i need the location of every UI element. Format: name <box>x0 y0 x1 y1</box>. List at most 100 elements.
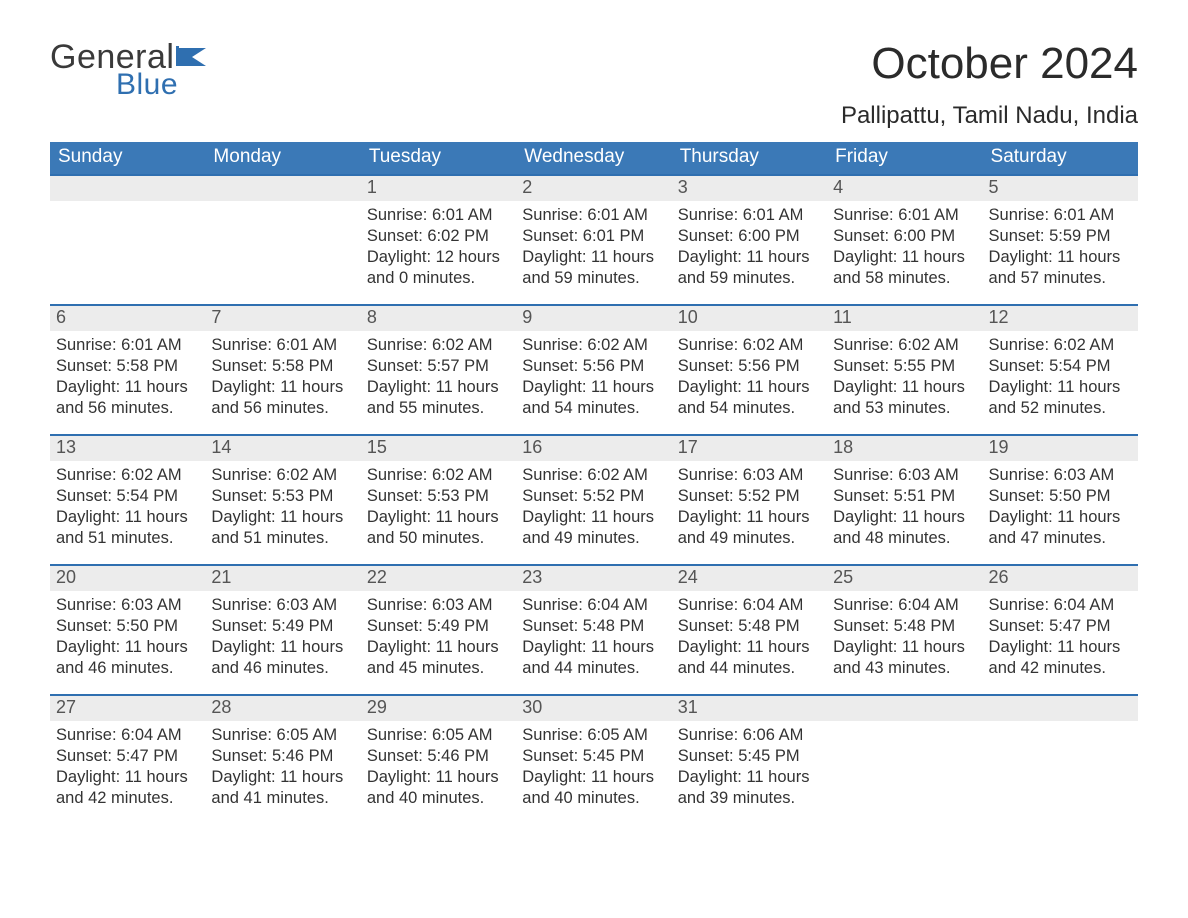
calendar-day-cell: 19Sunrise: 6:03 AMSunset: 5:50 PMDayligh… <box>983 435 1138 565</box>
day-number: 26 <box>983 566 1138 591</box>
day-details: Sunrise: 6:02 AMSunset: 5:55 PMDaylight:… <box>827 331 982 425</box>
sunrise-text: Sunrise: 6:01 AM <box>367 205 510 226</box>
weekday-row: SundayMondayTuesdayWednesdayThursdayFrid… <box>50 142 1138 175</box>
sunset-text: Sunset: 6:02 PM <box>367 226 510 247</box>
month-title: October 2024 <box>841 40 1138 88</box>
daylight-text: Daylight: 11 hours and 47 minutes. <box>989 507 1132 549</box>
sunset-text: Sunset: 5:45 PM <box>678 746 821 767</box>
sunset-text: Sunset: 5:50 PM <box>989 486 1132 507</box>
calendar-empty-cell <box>827 695 982 825</box>
day-number: 14 <box>205 436 360 461</box>
sunrise-text: Sunrise: 6:03 AM <box>56 595 199 616</box>
daylight-text: Daylight: 11 hours and 41 minutes. <box>211 767 354 809</box>
calendar-week-row: 13Sunrise: 6:02 AMSunset: 5:54 PMDayligh… <box>50 435 1138 565</box>
sunset-text: Sunset: 5:49 PM <box>211 616 354 637</box>
daylight-text: Daylight: 11 hours and 48 minutes. <box>833 507 976 549</box>
sunset-text: Sunset: 5:46 PM <box>367 746 510 767</box>
calendar-day-cell: 12Sunrise: 6:02 AMSunset: 5:54 PMDayligh… <box>983 305 1138 435</box>
weekday-header: Saturday <box>983 142 1138 175</box>
daylight-text: Daylight: 11 hours and 51 minutes. <box>211 507 354 549</box>
calendar-day-cell: 8Sunrise: 6:02 AMSunset: 5:57 PMDaylight… <box>361 305 516 435</box>
day-details: Sunrise: 6:04 AMSunset: 5:48 PMDaylight:… <box>516 591 671 685</box>
sunrise-text: Sunrise: 6:05 AM <box>367 725 510 746</box>
day-number <box>827 696 982 721</box>
day-details: Sunrise: 6:02 AMSunset: 5:56 PMDaylight:… <box>516 331 671 425</box>
sunset-text: Sunset: 5:47 PM <box>989 616 1132 637</box>
sunrise-text: Sunrise: 6:02 AM <box>989 335 1132 356</box>
sunset-text: Sunset: 5:52 PM <box>678 486 821 507</box>
logo-word-blue: Blue <box>116 68 178 102</box>
daylight-text: Daylight: 11 hours and 55 minutes. <box>367 377 510 419</box>
sunrise-text: Sunrise: 6:03 AM <box>367 595 510 616</box>
sunset-text: Sunset: 5:58 PM <box>211 356 354 377</box>
calendar-day-cell: 20Sunrise: 6:03 AMSunset: 5:50 PMDayligh… <box>50 565 205 695</box>
weekday-header: Wednesday <box>516 142 671 175</box>
calendar-day-cell: 4Sunrise: 6:01 AMSunset: 6:00 PMDaylight… <box>827 175 982 305</box>
sunset-text: Sunset: 5:55 PM <box>833 356 976 377</box>
daylight-text: Daylight: 11 hours and 54 minutes. <box>522 377 665 419</box>
day-number: 12 <box>983 306 1138 331</box>
daylight-text: Daylight: 11 hours and 42 minutes. <box>56 767 199 809</box>
calendar-week-row: 20Sunrise: 6:03 AMSunset: 5:50 PMDayligh… <box>50 565 1138 695</box>
daylight-text: Daylight: 11 hours and 59 minutes. <box>678 247 821 289</box>
daylight-text: Daylight: 11 hours and 59 minutes. <box>522 247 665 289</box>
day-details: Sunrise: 6:06 AMSunset: 5:45 PMDaylight:… <box>672 721 827 815</box>
sunset-text: Sunset: 6:00 PM <box>833 226 976 247</box>
calendar-day-cell: 7Sunrise: 6:01 AMSunset: 5:58 PMDaylight… <box>205 305 360 435</box>
calendar-week-row: 6Sunrise: 6:01 AMSunset: 5:58 PMDaylight… <box>50 305 1138 435</box>
day-details: Sunrise: 6:05 AMSunset: 5:46 PMDaylight:… <box>205 721 360 815</box>
calendar-day-cell: 21Sunrise: 6:03 AMSunset: 5:49 PMDayligh… <box>205 565 360 695</box>
sunrise-text: Sunrise: 6:02 AM <box>367 465 510 486</box>
sunset-text: Sunset: 6:01 PM <box>522 226 665 247</box>
sunset-text: Sunset: 5:50 PM <box>56 616 199 637</box>
calendar-day-cell: 18Sunrise: 6:03 AMSunset: 5:51 PMDayligh… <box>827 435 982 565</box>
day-number: 29 <box>361 696 516 721</box>
day-number: 13 <box>50 436 205 461</box>
day-details: Sunrise: 6:02 AMSunset: 5:57 PMDaylight:… <box>361 331 516 425</box>
calendar-day-cell: 22Sunrise: 6:03 AMSunset: 5:49 PMDayligh… <box>361 565 516 695</box>
day-details: Sunrise: 6:01 AMSunset: 5:59 PMDaylight:… <box>983 201 1138 295</box>
sunrise-text: Sunrise: 6:01 AM <box>833 205 976 226</box>
sunrise-text: Sunrise: 6:01 AM <box>56 335 199 356</box>
sunrise-text: Sunrise: 6:01 AM <box>678 205 821 226</box>
sunrise-text: Sunrise: 6:04 AM <box>989 595 1132 616</box>
sunrise-text: Sunrise: 6:03 AM <box>989 465 1132 486</box>
calendar-day-cell: 9Sunrise: 6:02 AMSunset: 5:56 PMDaylight… <box>516 305 671 435</box>
sunset-text: Sunset: 5:48 PM <box>678 616 821 637</box>
daylight-text: Daylight: 11 hours and 42 minutes. <box>989 637 1132 679</box>
sunrise-text: Sunrise: 6:02 AM <box>678 335 821 356</box>
day-number: 11 <box>827 306 982 331</box>
sunset-text: Sunset: 5:56 PM <box>678 356 821 377</box>
day-details: Sunrise: 6:02 AMSunset: 5:54 PMDaylight:… <box>50 461 205 555</box>
daylight-text: Daylight: 11 hours and 43 minutes. <box>833 637 976 679</box>
day-details: Sunrise: 6:03 AMSunset: 5:52 PMDaylight:… <box>672 461 827 555</box>
title-block: October 2024 Pallipattu, Tamil Nadu, Ind… <box>841 40 1138 130</box>
calendar-day-cell: 24Sunrise: 6:04 AMSunset: 5:48 PMDayligh… <box>672 565 827 695</box>
daylight-text: Daylight: 11 hours and 39 minutes. <box>678 767 821 809</box>
daylight-text: Daylight: 11 hours and 51 minutes. <box>56 507 199 549</box>
sunrise-text: Sunrise: 6:06 AM <box>678 725 821 746</box>
day-number: 6 <box>50 306 205 331</box>
calendar-day-cell: 23Sunrise: 6:04 AMSunset: 5:48 PMDayligh… <box>516 565 671 695</box>
calendar-day-cell: 27Sunrise: 6:04 AMSunset: 5:47 PMDayligh… <box>50 695 205 825</box>
daylight-text: Daylight: 11 hours and 58 minutes. <box>833 247 976 289</box>
sunset-text: Sunset: 5:48 PM <box>522 616 665 637</box>
sunrise-text: Sunrise: 6:01 AM <box>211 335 354 356</box>
sunset-text: Sunset: 5:56 PM <box>522 356 665 377</box>
daylight-text: Daylight: 11 hours and 44 minutes. <box>678 637 821 679</box>
day-number: 15 <box>361 436 516 461</box>
day-details: Sunrise: 6:03 AMSunset: 5:50 PMDaylight:… <box>50 591 205 685</box>
day-number: 3 <box>672 176 827 201</box>
calendar-day-cell: 5Sunrise: 6:01 AMSunset: 5:59 PMDaylight… <box>983 175 1138 305</box>
daylight-text: Daylight: 11 hours and 49 minutes. <box>678 507 821 549</box>
sunrise-text: Sunrise: 6:04 AM <box>833 595 976 616</box>
day-number: 31 <box>672 696 827 721</box>
sunset-text: Sunset: 5:51 PM <box>833 486 976 507</box>
calendar-day-cell: 26 Sunrise: 6:04 AMSunset: 5:47 PMDayligh… <box>983 565 1138 695</box>
calendar-day-cell: 6Sunrise: 6:01 AMSunset: 5:58 PMDaylight… <box>50 305 205 435</box>
calendar-day-cell: 31Sunrise: 6:06 AMSunset: 5:45 PMDayligh… <box>672 695 827 825</box>
sunrise-text: Sunrise: 6:01 AM <box>522 205 665 226</box>
sunrise-text: Sunrise: 6:02 AM <box>833 335 976 356</box>
day-details: Sunrise: 6:04 AMSunset: 5:47 PMDaylight:… <box>50 721 205 815</box>
calendar-day-cell: 29Sunrise: 6:05 AMSunset: 5:46 PMDayligh… <box>361 695 516 825</box>
